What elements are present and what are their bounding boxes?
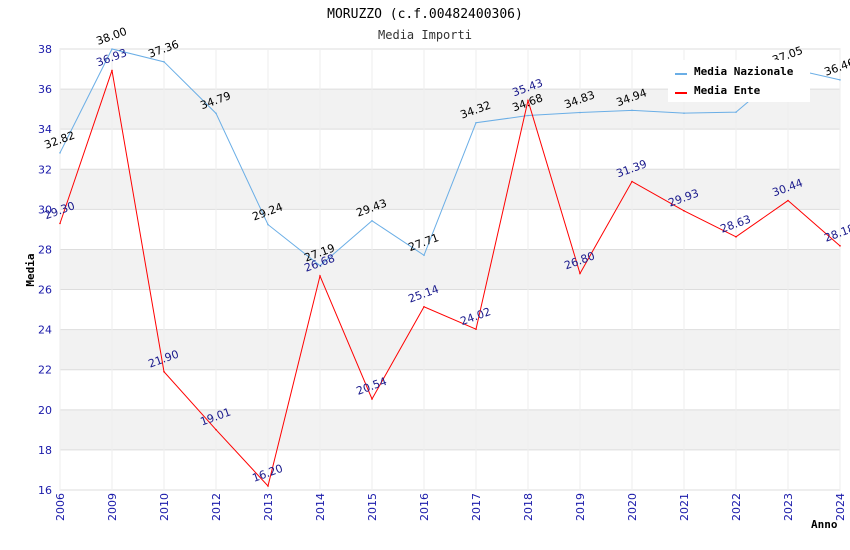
chart-title: MORUZZO (c.f.00482400306)	[327, 7, 523, 22]
data-point-ente	[631, 180, 633, 183]
y-tick-label: 36	[38, 83, 52, 96]
data-point-nazionale	[839, 79, 841, 81]
x-tick-label: 2013	[262, 493, 275, 521]
x-tick-label: 2006	[54, 493, 67, 521]
data-point-ente	[371, 398, 373, 400]
data-point-nazionale	[371, 219, 373, 222]
data-point-nazionale	[475, 121, 477, 124]
y-tick-label: 18	[38, 444, 52, 457]
data-point-nazionale	[163, 61, 165, 63]
data-label-nazionale: 38.00	[95, 25, 129, 48]
data-point-ente	[163, 370, 165, 373]
grid-lines	[59, 48, 841, 491]
data-point-nazionale	[579, 111, 581, 114]
x-tick-label: 2019	[574, 493, 587, 521]
series-line-media-nazionale	[59, 48, 841, 267]
legend-box	[668, 60, 810, 102]
x-tick-label: 2020	[626, 493, 639, 521]
data-point-ente	[215, 428, 217, 431]
y-tick-label: 20	[38, 404, 52, 417]
x-tick-label: 2024	[834, 493, 847, 521]
data-point-ente	[787, 199, 789, 202]
x-tick-label: 2017	[470, 493, 483, 521]
x-tick-label: 2009	[106, 493, 119, 521]
grid-bands	[60, 89, 840, 450]
data-label-ente: 28.18	[823, 222, 850, 245]
y-tick-label: 26	[38, 284, 52, 297]
data-point-nazionale	[631, 109, 633, 112]
data-point-ente	[683, 209, 685, 212]
x-tick-label: 2010	[158, 493, 171, 521]
data-point-nazionale	[735, 111, 737, 113]
x-tick-label: 2012	[210, 493, 223, 521]
grid-band	[60, 249, 840, 290]
x-tick-label: 2023	[782, 493, 795, 521]
legend-label-nazionale: Media Nazionale	[694, 65, 794, 78]
y-tick-label: 24	[38, 324, 52, 337]
data-point-ente	[839, 245, 841, 247]
series-line-media-ente	[59, 70, 841, 488]
data-point-ente	[579, 272, 581, 275]
y-tick-label: 34	[38, 123, 52, 136]
data-point-ente	[267, 485, 269, 487]
data-point-ente	[423, 305, 425, 308]
y-tick-label: 22	[38, 364, 52, 377]
data-point-ente	[111, 69, 113, 72]
legend: Media Nazionale Media Ente	[668, 60, 810, 102]
series-group	[59, 48, 841, 488]
y-tick-label: 16	[38, 484, 52, 497]
data-label-nazionale: 36.46	[823, 56, 850, 79]
y-axis-ticks: 16 18 20 22 24 26 28 30 32 34 36 38	[38, 43, 52, 497]
legend-label-ente: Media Ente	[694, 84, 761, 97]
data-point-nazionale	[111, 48, 113, 50]
x-tick-label: 2018	[522, 493, 535, 521]
data-point-nazionale	[267, 223, 269, 226]
data-point-ente	[735, 236, 737, 238]
y-tick-label: 30	[38, 203, 52, 216]
y-axis-label: Media	[24, 253, 37, 286]
data-point-ente	[475, 328, 477, 331]
x-axis-label: Anno	[811, 518, 838, 531]
x-axis-ticks: 2006 2009 2010 2012 2013 2014 2015 2016 2017 2018…	[54, 493, 847, 521]
grid-band	[60, 409, 840, 450]
grid-band	[60, 329, 840, 370]
x-tick-label: 2021	[678, 493, 691, 521]
y-tick-label: 32	[38, 163, 52, 176]
data-point-ente	[59, 222, 61, 225]
data-point-nazionale	[215, 112, 217, 115]
data-point-nazionale	[683, 112, 685, 114]
data-point-ente	[527, 99, 529, 102]
data-point-nazionale	[527, 114, 529, 117]
data-point-nazionale	[59, 152, 61, 154]
x-tick-label: 2022	[730, 493, 743, 521]
data-point-nazionale	[319, 264, 321, 267]
x-tick-label: 2015	[366, 493, 379, 521]
y-tick-label: 28	[38, 243, 52, 256]
data-point-nazionale	[423, 254, 425, 257]
y-tick-label: 38	[38, 43, 52, 56]
x-tick-label: 2014	[314, 493, 327, 521]
x-tick-label: 2016	[418, 493, 431, 521]
chart-subtitle: Media Importi	[378, 28, 472, 42]
data-point-ente	[319, 275, 321, 277]
